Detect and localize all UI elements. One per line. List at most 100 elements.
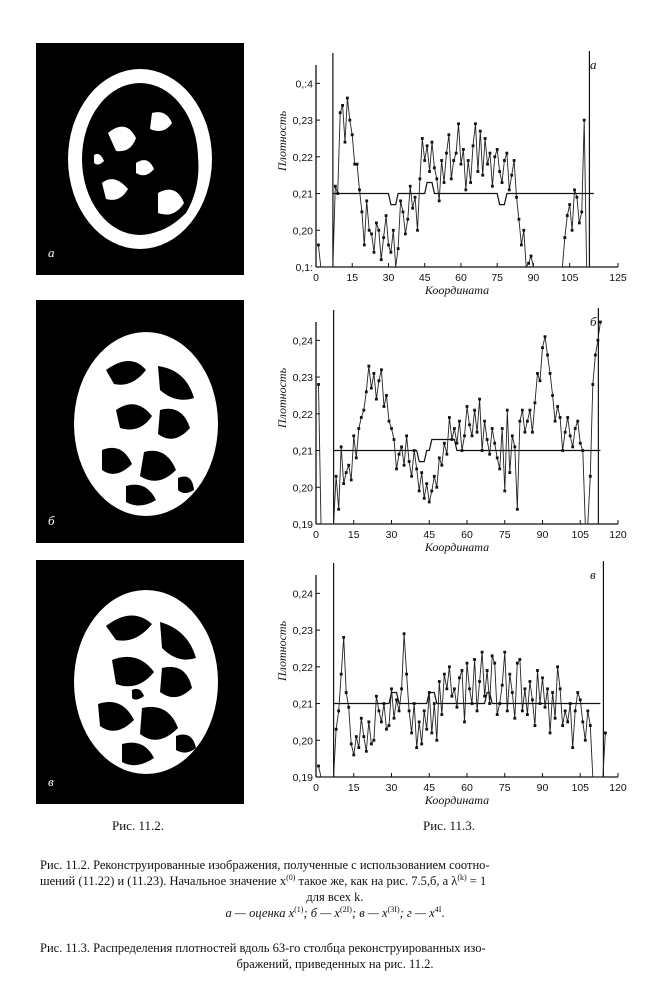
x-tick-label: 45 [419,272,431,284]
data-point [364,749,368,753]
y-tick-label: 0,19 [293,519,314,531]
data-point [538,702,542,705]
reconstruction-v-drawing [74,590,218,774]
data-point [382,236,386,240]
data-point [510,434,514,438]
data-point [407,709,411,713]
data-point [354,456,358,460]
data-point [428,170,431,173]
data-point [401,210,405,214]
data-point [531,430,534,434]
data-point [395,698,398,702]
data-point [454,151,458,155]
data-point [538,379,542,383]
data-point [458,676,461,680]
data-point [385,394,388,397]
caption-text: = 1 [466,874,487,888]
data-point [344,471,348,474]
data-point [470,434,474,438]
data-point [440,159,444,162]
data-point [556,405,559,408]
data-point [577,221,581,225]
data-point [453,427,456,430]
data-point [576,691,580,694]
data-point [483,419,487,423]
data-point [488,151,492,155]
fig-label-11-3: Рис. 11.3. [423,818,475,833]
data-point [435,177,439,181]
caption-text: такое же, как на рис. 7.5,б, а λ [295,874,458,888]
data-point [498,467,502,471]
data-point [435,738,439,742]
data-point [339,445,343,449]
data-point [317,243,320,247]
data-point [500,181,504,184]
reconstructed-series-line [318,321,601,525]
data-point [520,709,524,713]
panel-letter: в [590,567,596,582]
data-point [588,474,592,478]
data-point [357,427,361,430]
data-point [493,155,497,159]
data-point [450,438,454,441]
data-point [355,162,359,166]
y-tick-label: 0,:4 [295,78,313,90]
y-tick-label: 0,20 [293,482,314,494]
data-point [480,650,484,654]
data-point [495,713,499,716]
data-point [488,452,492,456]
y-axis-label: Плотность [275,367,289,429]
data-point [541,346,544,350]
data-point [397,709,401,713]
data-point [342,636,346,639]
data-point [596,338,600,342]
data-point [437,456,441,460]
data-point [350,133,354,137]
x-tick-label: 125 [609,272,627,284]
data-point [408,184,412,188]
x-tick-label: 90 [537,529,549,541]
data-point [533,724,537,727]
data-point [377,228,381,232]
data-point [362,243,366,247]
data-point [437,680,441,683]
data-point [510,173,514,177]
data-point [362,735,366,738]
data-point [390,687,393,691]
data-point [425,727,429,731]
y-tick-label: 0,21 [293,189,314,201]
data-point [387,724,391,727]
caption-11-3-line-1: Рис. 11.3. Распределения плотностей вдол… [40,941,486,955]
data-point [563,236,567,240]
data-point [568,434,572,438]
x-tick-label: 60 [461,529,473,541]
data-point [498,170,502,173]
data-point [442,441,446,445]
caption-superscript: (3I) [387,904,400,914]
data-point [377,379,381,383]
data-point [500,683,504,687]
data-point [461,148,465,151]
data-point [396,247,400,251]
data-point [478,129,482,133]
data-point [334,474,338,478]
y-tick-label: 0,22 [293,409,314,421]
data-point [566,416,570,419]
data-point [348,118,352,122]
data-point [546,353,549,357]
caption-11-2-line-3: для всех k. [306,890,364,904]
data-point [455,705,459,709]
data-point [427,500,431,504]
caption-superscript: 4I [434,904,442,914]
data-point [493,661,497,665]
data-point [337,507,341,511]
data-point [490,184,494,188]
y-tick-label: 0,23 [293,625,314,637]
data-point [558,416,562,419]
data-point [512,159,516,162]
y-tick-label: 0,24 [293,335,314,347]
data-point [470,702,474,705]
data-point [536,372,539,375]
data-point [399,199,402,203]
data-point [578,698,582,702]
